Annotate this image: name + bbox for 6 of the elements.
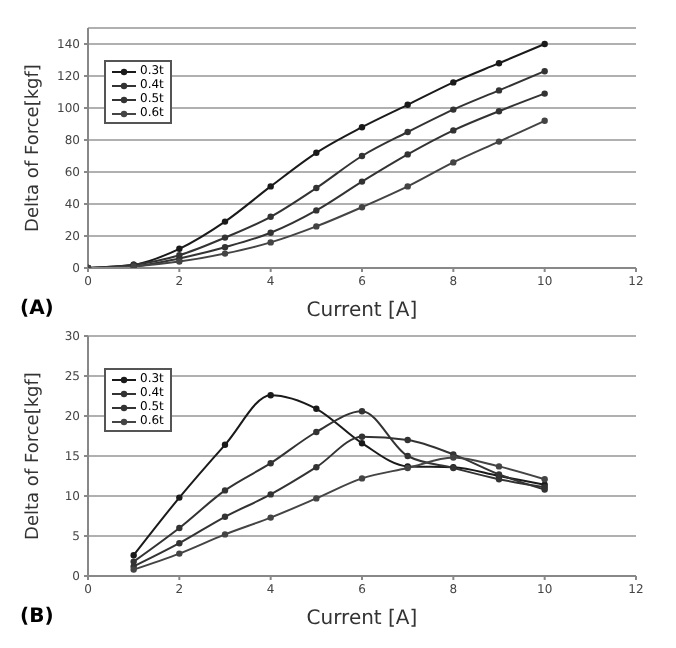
text: (A) xyxy=(20,298,54,320)
x-axis-title: Current [A] xyxy=(306,608,418,630)
text: (B) xyxy=(20,606,54,628)
y-axis-title: Delta of Force[kgf] xyxy=(24,372,45,540)
x-axis-title: Current [A] xyxy=(306,300,418,322)
y-axis-title: Delta of Force[kgf] xyxy=(24,64,45,232)
